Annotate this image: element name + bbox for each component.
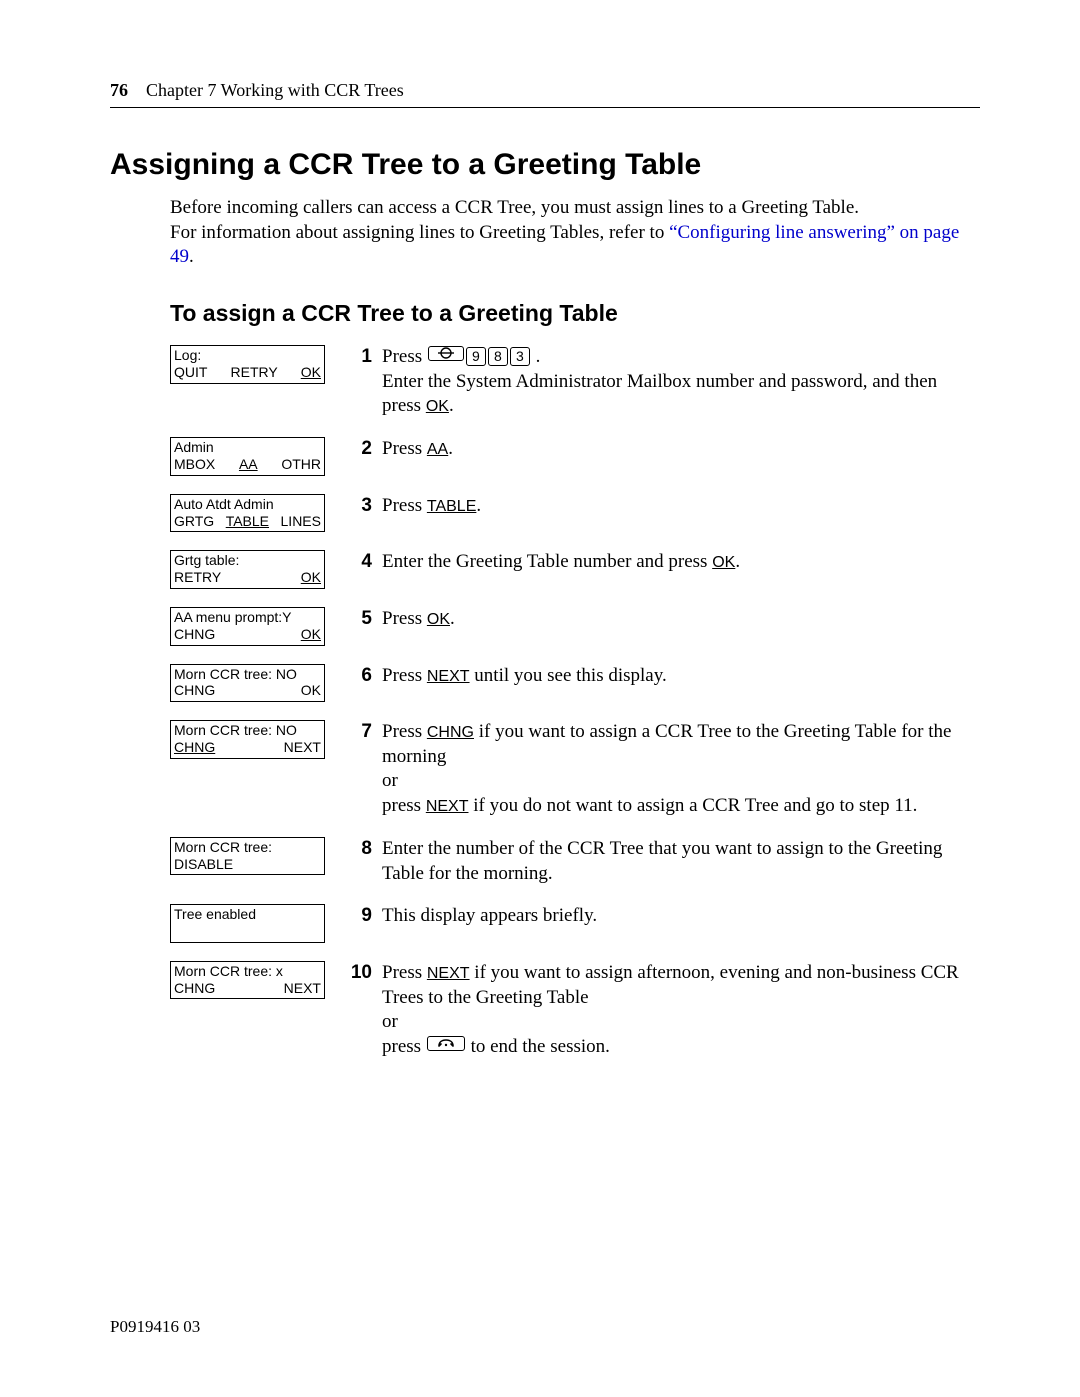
step-number: 9 [340, 904, 382, 928]
lcd-display: Morn CCR tree: x CHNG NEXT [170, 961, 325, 1000]
lcd-display: Morn CCR tree: DISABLE [170, 837, 325, 876]
lcd-display: AA menu prompt:Y CHNG OK [170, 607, 325, 646]
header-rule [110, 107, 980, 108]
digit-key: 9 [466, 347, 486, 366]
step-number: 5 [340, 607, 382, 631]
lcd-display: Morn CCR tree: NO CHNG NEXT [170, 720, 325, 759]
step-row: Admin MBOX AA OTHR 2 Press AA. [170, 437, 980, 476]
intro-line2b: . [189, 246, 194, 267]
step-number: 2 [340, 437, 382, 461]
step-text: This display appears briefly. [382, 904, 980, 929]
step-text: Press NEXT until you see this display. [382, 664, 980, 689]
step-text: Enter the Greeting Table number and pres… [382, 550, 980, 575]
step-number: 1 [340, 345, 382, 369]
step-number: 8 [340, 837, 382, 861]
intro-line2a: For information about assigning lines to… [170, 222, 669, 243]
step-text: Press NEXT if you want to assign afterno… [382, 961, 980, 1060]
step-row: Auto Atdt Admin GRTG TABLE LINES 3 Press… [170, 494, 980, 533]
step-number: 3 [340, 494, 382, 518]
page-number: 76 [110, 80, 128, 100]
lcd-display: Auto Atdt Admin GRTG TABLE LINES [170, 494, 325, 533]
lcd-display: Morn CCR tree: NO CHNG OK [170, 664, 325, 703]
steps-list: Log: QUIT RETRY OK 1 Press 983 . Enter t… [170, 345, 980, 1060]
step-text: Press CHNG if you want to assign a CCR T… [382, 720, 980, 819]
feature-key-icon [428, 346, 464, 361]
step-row: Tree enabled 9 This display appears brie… [170, 904, 980, 943]
step-text: Enter the number of the CCR Tree that yo… [382, 837, 980, 886]
step-row: Log: QUIT RETRY OK 1 Press 983 . Enter t… [170, 345, 980, 419]
step-text: Press AA. [382, 437, 980, 462]
step-row: AA menu prompt:Y CHNG OK 5 Press OK. [170, 607, 980, 646]
step-row: Morn CCR tree: NO CHNG NEXT 7 Press CHNG… [170, 720, 980, 819]
lcd-display: Grtg table: RETRY OK [170, 550, 325, 589]
chapter-title-text: Chapter 7 Working with CCR Trees [146, 80, 404, 100]
digit-key: 8 [488, 347, 508, 366]
step-text: Press 983 . Enter the System Administrat… [382, 345, 980, 419]
running-header: 76 Chapter 7 Working with CCR Trees [110, 80, 980, 101]
lcd-display: Log: QUIT RETRY OK [170, 345, 325, 384]
step-row: Morn CCR tree: NO CHNG OK 6 Press NEXT u… [170, 664, 980, 703]
procedure-heading: To assign a CCR Tree to a Greeting Table [170, 300, 980, 327]
step-text: Press OK. [382, 607, 980, 632]
step-number: 4 [340, 550, 382, 574]
step-number: 7 [340, 720, 382, 744]
lcd-display: Admin MBOX AA OTHR [170, 437, 325, 476]
lcd-display: Tree enabled [170, 904, 325, 943]
digit-key: 3 [510, 347, 530, 366]
chapter-title [133, 80, 147, 100]
step-number: 10 [340, 961, 382, 985]
page: 76 Chapter 7 Working with CCR Trees Assi… [0, 0, 1080, 1397]
intro-line1: Before incoming callers can access a CCR… [170, 197, 859, 218]
release-key-icon [427, 1036, 465, 1051]
step-row: Grtg table: RETRY OK 4 Enter the Greetin… [170, 550, 980, 589]
step-text: Press TABLE. [382, 494, 980, 519]
section-heading: Assigning a CCR Tree to a Greeting Table [110, 148, 980, 182]
step-number: 6 [340, 664, 382, 688]
step-row: Morn CCR tree: DISABLE 8 Enter the numbe… [170, 837, 980, 886]
footer-docid: P0919416 03 [110, 1317, 200, 1337]
step-row: Morn CCR tree: x CHNG NEXT 10 Press NEXT… [170, 961, 980, 1060]
intro-paragraph: Before incoming callers can access a CCR… [170, 196, 980, 270]
